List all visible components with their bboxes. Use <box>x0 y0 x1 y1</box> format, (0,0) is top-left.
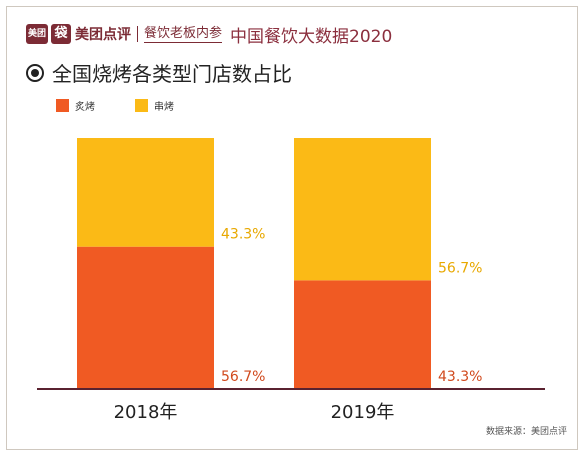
header-divider <box>137 26 138 42</box>
chart-title-row: 全国烧烤各类型门店数占比 <box>26 58 292 87</box>
data-label-grill-1: 43.3% <box>438 369 482 385</box>
data-label-grill-0: 56.7% <box>221 369 265 385</box>
bar-skewer-1 <box>294 138 431 281</box>
partner-brand: 餐饮老板内参 <box>144 25 223 43</box>
legend-item-grill: 炙烤 <box>56 98 95 113</box>
bar-skewer-0 <box>77 138 214 247</box>
legend-swatch-grill <box>56 99 69 112</box>
chart-title: 全国烧烤各类型门店数占比 <box>52 62 292 86</box>
legend-label-grill: 炙烤 <box>75 102 95 113</box>
header: 美团 袋 美团点评 餐饮老板内参 中国餐饮大数据2020 <box>26 20 392 48</box>
brand-name: 美团点评 <box>75 27 131 43</box>
legend: 炙烤 串烤 <box>56 98 214 113</box>
legend-label-skewer: 串烤 <box>154 102 174 113</box>
legend-swatch-skewer <box>135 99 148 112</box>
bullet-circle-icon <box>26 63 44 82</box>
pouch-logo-icon: 袋 <box>51 24 71 44</box>
x-tick-label-0: 2018年 <box>114 402 178 423</box>
report-title: 中国餐饮大数据2020 <box>230 26 393 47</box>
meituan-logo-badge: 美团 <box>26 24 48 44</box>
x-tick-label-1: 2019年 <box>331 402 395 423</box>
bar-grill-1 <box>294 280 431 389</box>
legend-item-skewer: 串烤 <box>135 98 174 113</box>
bar-grill-0 <box>77 246 214 389</box>
data-label-skewer-0: 43.3% <box>221 227 265 243</box>
data-source: 数据来源：美团点评 <box>485 427 567 437</box>
data-label-skewer-1: 56.7% <box>438 260 482 276</box>
